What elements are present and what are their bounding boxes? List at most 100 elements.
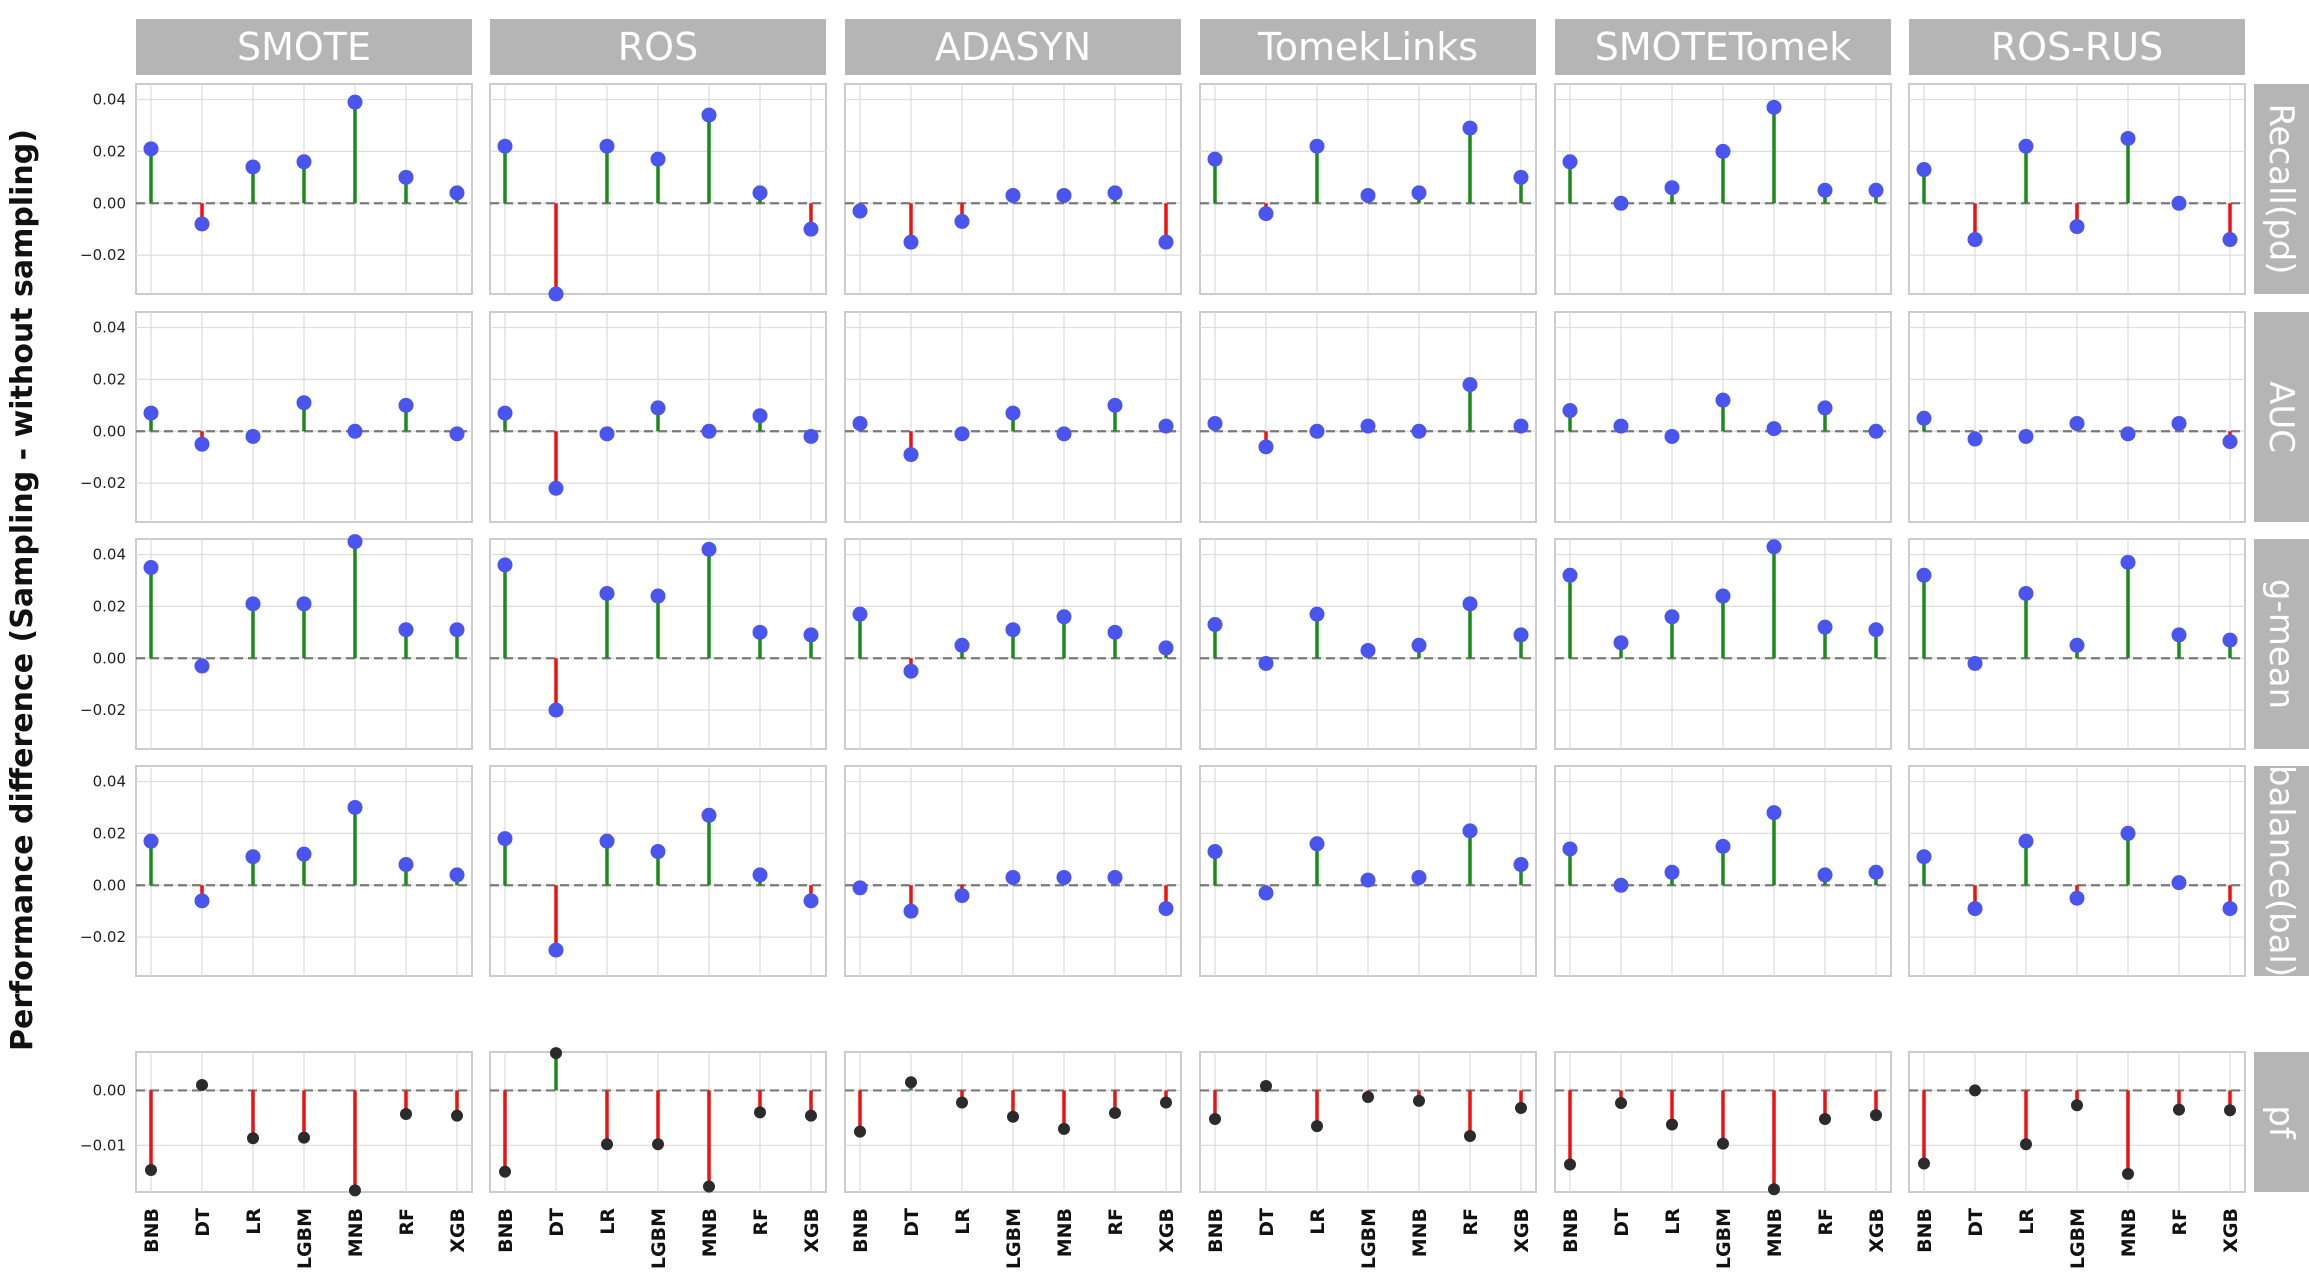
point-lgbm [1715, 588, 1731, 604]
point-lgbm [1360, 642, 1376, 658]
column-header-ros [490, 19, 826, 75]
column-header-smotetomek [1555, 19, 1891, 75]
point-xgb [451, 1109, 463, 1122]
point-bnb [1562, 403, 1578, 419]
column-header-tomeklinks [1200, 19, 1536, 75]
point-bnb [499, 1165, 511, 1178]
y-tick-label: 0.04 [93, 546, 126, 564]
point-bnb [1562, 567, 1578, 583]
point-mnb [2120, 825, 2136, 841]
panel-ros-balance-bal [489, 765, 827, 977]
x-tick-label-mnb: MNB [699, 1208, 721, 1257]
panel-ros-recall-pd [489, 83, 827, 302]
point-lr [599, 585, 615, 601]
point-lgbm [296, 596, 312, 612]
x-tick-label-rf: RF [1460, 1208, 1482, 1236]
point-mnb [2120, 130, 2136, 146]
column-header-ros-rus [1909, 19, 2245, 75]
point-xgb [1158, 418, 1174, 434]
panel-smotetomek-auc [1554, 311, 1892, 523]
x-tick-label-bnb: BNB [1560, 1208, 1582, 1253]
point-rf [2171, 195, 2187, 211]
y-tick-label: 0.02 [93, 142, 126, 160]
point-dt [903, 447, 919, 463]
point-mnb [347, 799, 363, 815]
y-tick-label: 0.02 [93, 370, 126, 388]
x-tick-label-dt: DT [546, 1208, 568, 1237]
y-tick-label: −0.02 [80, 928, 126, 946]
point-xgb [1513, 169, 1529, 185]
row-header-g-mean [2254, 539, 2309, 749]
point-rf [1817, 619, 1833, 635]
point-rf [398, 169, 414, 185]
panel-adasyn-g-mean [844, 538, 1182, 750]
point-dt [1967, 655, 1983, 671]
point-lr [2018, 428, 2034, 444]
point-lgbm [1005, 187, 1021, 203]
y-tick-label: −0.02 [80, 701, 126, 719]
point-dt [548, 942, 564, 958]
point-bnb [1207, 151, 1223, 167]
point-lr [247, 1132, 259, 1145]
point-bnb [852, 606, 868, 622]
point-xgb [1158, 640, 1174, 656]
point-dt [1967, 232, 1983, 248]
point-rf [1109, 1106, 1121, 1119]
y-tick-label: −0.02 [80, 246, 126, 264]
point-bnb [1209, 1112, 1221, 1125]
point-bnb [1562, 154, 1578, 170]
point-dt [1258, 206, 1274, 222]
point-bnb [497, 831, 513, 847]
x-tick-label-bnb: BNB [1914, 1208, 1936, 1253]
point-lgbm [2069, 637, 2085, 653]
x-tick-label-dt: DT [1611, 1208, 1633, 1237]
point-lr [954, 888, 970, 904]
point-bnb [1916, 410, 1932, 426]
point-dt [196, 1078, 208, 1091]
x-tick-label-rf: RF [2169, 1208, 2191, 1236]
x-tick-label-mnb: MNB [1409, 1208, 1431, 1257]
point-rf [1107, 624, 1123, 640]
point-lgbm [1005, 622, 1021, 638]
panel-tomeklinks-recall-pd [1199, 83, 1537, 295]
x-tick-label-rf: RF [1105, 1208, 1127, 1236]
panel-adasyn-balance-bal [844, 765, 1182, 977]
point-rf [1819, 1112, 1831, 1125]
point-rf [752, 408, 768, 424]
point-dt [1258, 439, 1274, 455]
panel-smote-g-mean: 0.04 0.02 0.00 −0.02 [80, 534, 473, 750]
point-dt [194, 893, 210, 909]
point-rf [2171, 627, 2187, 643]
x-tick-label-mnb: MNB [345, 1208, 367, 1257]
point-xgb [1868, 622, 1884, 638]
point-lgbm [650, 400, 666, 416]
point-mnb [701, 807, 717, 823]
point-xgb [449, 867, 465, 883]
point-mnb [1056, 609, 1072, 625]
point-bnb [1916, 162, 1932, 178]
panel-adasyn-auc [844, 311, 1182, 523]
point-xgb [1868, 423, 1884, 439]
point-lr [954, 213, 970, 229]
point-dt [1615, 1097, 1627, 1110]
point-lgbm [296, 395, 312, 411]
point-lgbm [650, 151, 666, 167]
row-title-g-mean: g-mean [2261, 579, 2301, 709]
point-dt [1967, 901, 1983, 917]
point-bnb [854, 1125, 866, 1138]
point-dt [1613, 195, 1629, 211]
point-xgb [2222, 232, 2238, 248]
point-bnb [852, 203, 868, 219]
point-mnb [1056, 869, 1072, 885]
point-bnb [1916, 567, 1932, 583]
point-rf [2171, 415, 2187, 431]
point-rf [2173, 1103, 2185, 1116]
panel-ros-pf: BNB DT LR LGBM MNB RF XGB [489, 1047, 827, 1269]
point-lr [1311, 1120, 1323, 1133]
point-mnb [347, 534, 363, 550]
point-bnb [143, 141, 159, 157]
point-dt [903, 234, 919, 250]
point-dt [1613, 635, 1629, 651]
point-lr [1309, 836, 1325, 852]
